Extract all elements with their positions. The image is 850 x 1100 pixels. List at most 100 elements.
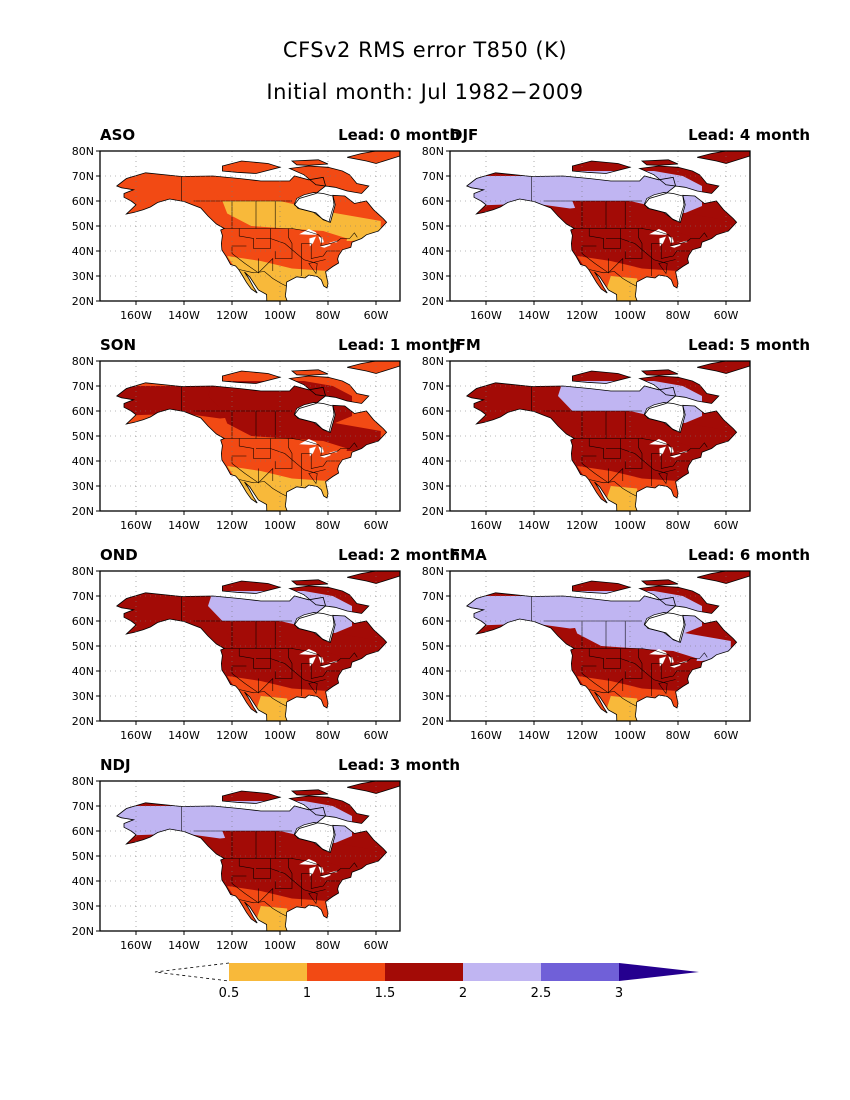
- great-lake: [668, 236, 674, 243]
- x-tick-label: 80W: [666, 729, 691, 742]
- y-tick-label: 70N: [72, 800, 94, 813]
- y-tick-label: 70N: [72, 590, 94, 603]
- political-boundary: [608, 467, 624, 484]
- y-tick-label: 20N: [72, 295, 94, 308]
- political-boundary: [606, 238, 676, 275]
- y-tick-label: 30N: [72, 270, 94, 283]
- great-lake: [299, 229, 317, 235]
- y-tick-label: 20N: [72, 715, 94, 728]
- y-tick-label: 50N: [422, 220, 444, 233]
- great-lake: [319, 664, 331, 668]
- political-boundary: [256, 868, 326, 905]
- y-tick-label: 30N: [422, 690, 444, 703]
- political-boundary: [608, 257, 624, 274]
- y-tick-label: 80N: [422, 565, 444, 578]
- political-boundary: [301, 243, 340, 276]
- y-tick-label: 50N: [72, 220, 94, 233]
- x-tick-label: 60W: [714, 519, 739, 532]
- y-tick-label: 40N: [72, 245, 94, 258]
- map-plot: 80N 70N 60N 50N 40N 30N 20N 160W 140W 120W 100W 80W…: [72, 565, 401, 742]
- y-tick-label: 80N: [72, 775, 94, 788]
- y-tick-label: 20N: [422, 295, 444, 308]
- error-zone: [584, 436, 698, 476]
- political-boundary: [641, 438, 708, 457]
- political-boundary: [256, 238, 326, 275]
- chart-subtitle: Initial month: Jul 1982−2009: [266, 80, 584, 104]
- political-boundary: [606, 448, 676, 485]
- y-tick-label: 60N: [422, 615, 444, 628]
- great-lake: [669, 664, 681, 668]
- y-tick-label: 30N: [422, 270, 444, 283]
- map-plot: 80N 70N 60N 50N 40N 30N 20N 160W 140W 120W 100W 80W…: [422, 145, 751, 322]
- x-tick-label: 60W: [714, 309, 739, 322]
- x-tick-label: 60W: [364, 309, 389, 322]
- error-zone: [256, 486, 288, 511]
- political-boundary: [301, 873, 340, 906]
- x-tick-label: 140W: [168, 309, 200, 322]
- political-boundary: [641, 228, 708, 247]
- panel-season-label: OND: [100, 546, 138, 564]
- x-tick-label: 140W: [518, 519, 550, 532]
- political-boundary: [624, 648, 643, 679]
- panel-season-label: DJF: [450, 126, 479, 144]
- error-zone: [606, 276, 638, 301]
- map-panel: ASO Lead: 0 month 80N 70N 60N 50N 40N 30N 20N 1…: [60, 126, 460, 326]
- great-lake: [649, 229, 667, 235]
- great-lake: [318, 236, 324, 243]
- coastline: [115, 802, 388, 931]
- y-tick-label: 20N: [72, 505, 94, 518]
- colorbar-lower-extension: [154, 962, 230, 982]
- coastline: [288, 585, 370, 614]
- colorbar-legend: 0.5 1 1.5 2 2.5 3: [154, 962, 699, 1001]
- error-zone: [606, 696, 638, 721]
- political-boundary: [274, 648, 293, 679]
- coastline: [571, 160, 632, 174]
- error-zone: [606, 486, 638, 511]
- coastline: [347, 151, 400, 164]
- panel-lead-label: Lead: 3 month: [338, 756, 460, 774]
- political-boundary: [231, 665, 259, 694]
- x-tick-label: 100W: [264, 939, 296, 952]
- x-tick-label: 100W: [614, 309, 646, 322]
- error-zone: [234, 226, 348, 266]
- political-boundary: [238, 438, 271, 459]
- political-boundary: [274, 228, 293, 259]
- map-plot: 80N 70N 60N 50N 40N 30N 20N 160W 140W 120W 100W 80W…: [72, 145, 401, 322]
- coastline: [288, 375, 370, 404]
- political-boundary: [581, 455, 609, 484]
- hudson-bay: [294, 192, 334, 222]
- great-lake: [318, 446, 324, 453]
- coastline: [293, 612, 335, 643]
- map-panel: DJF Lead: 4 month 80N 70N 60N 50N 40N 30N 20N 1…: [410, 126, 810, 326]
- political-boundary: [231, 245, 259, 274]
- y-tick-label: 50N: [422, 640, 444, 653]
- x-tick-label: 100W: [614, 729, 646, 742]
- political-boundary: [258, 677, 274, 694]
- coastline: [293, 192, 335, 223]
- coastline: [571, 370, 632, 384]
- political-boundary: [588, 228, 621, 249]
- great-lake: [649, 439, 667, 445]
- colorbar-segment: [307, 963, 385, 981]
- x-tick-label: 120W: [216, 309, 248, 322]
- error-zone: [222, 831, 381, 871]
- colorbar-segment: [541, 963, 619, 981]
- x-tick-label: 140W: [518, 309, 550, 322]
- political-boundary: [624, 438, 643, 469]
- great-lake: [679, 450, 688, 453]
- x-tick-label: 120W: [216, 729, 248, 742]
- y-tick-label: 60N: [422, 195, 444, 208]
- political-boundary: [588, 648, 621, 669]
- x-tick-label: 140W: [168, 939, 200, 952]
- error-zone: [234, 856, 348, 896]
- coastline: [638, 585, 720, 614]
- x-tick-label: 140W: [168, 519, 200, 532]
- coastline: [697, 151, 750, 164]
- colorbar-label: 2.5: [531, 986, 552, 1001]
- political-boundary: [238, 648, 271, 669]
- error-zone: [572, 621, 731, 661]
- coastline: [697, 571, 750, 584]
- map-panel: OND Lead: 2 month 80N 70N 60N 50N 40N 30N 20N 1…: [60, 546, 460, 746]
- y-tick-label: 40N: [72, 665, 94, 678]
- colorbar-label: 3: [615, 986, 623, 1001]
